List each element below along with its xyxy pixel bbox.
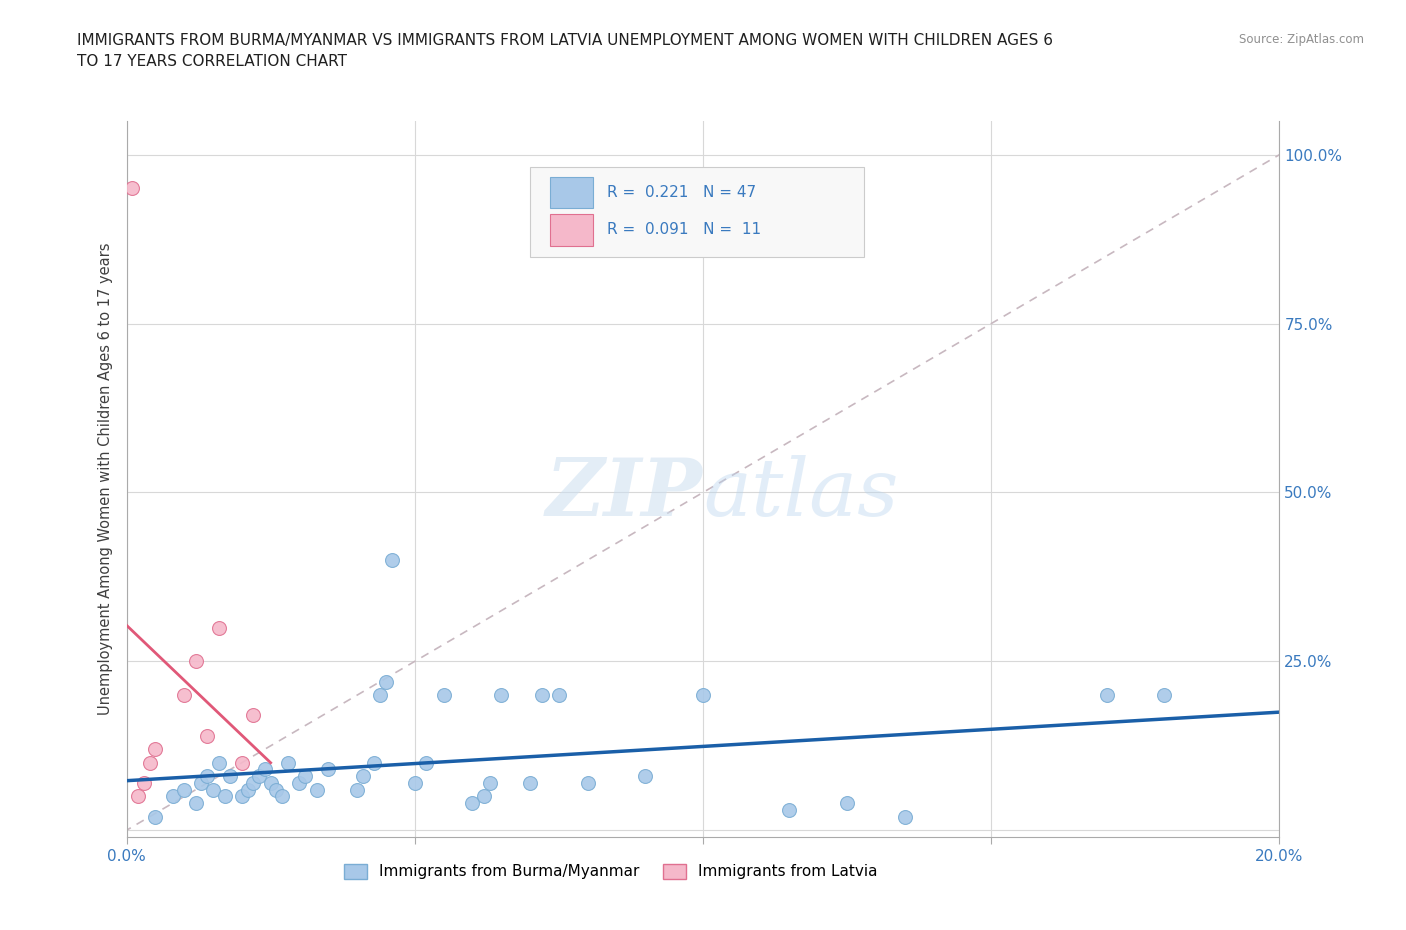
Point [202, 782, 225, 797]
Point [576, 776, 599, 790]
Point [219, 769, 242, 784]
Y-axis label: Unemployment Among Women with Children Ages 6 to 17 years: Unemployment Among Women with Children A… [98, 243, 114, 715]
Point [692, 687, 714, 702]
Point [145, 809, 166, 824]
Point [231, 755, 253, 770]
Point [368, 687, 391, 702]
Point [433, 687, 456, 702]
Point [173, 782, 195, 797]
Point [461, 796, 484, 811]
Point [173, 687, 195, 702]
Point [247, 769, 270, 784]
Point [214, 789, 236, 804]
Point [779, 803, 801, 817]
FancyBboxPatch shape [550, 177, 593, 208]
Point [266, 782, 288, 797]
Point [1153, 687, 1175, 702]
Point [132, 776, 155, 790]
Point [415, 755, 437, 770]
Text: ZIP: ZIP [546, 455, 703, 532]
Point [491, 687, 513, 702]
Point [894, 809, 917, 824]
Point [305, 782, 328, 797]
Text: IMMIGRANTS FROM BURMA/MYANMAR VS IMMIGRANTS FROM LATVIA UNEMPLOYMENT AMONG WOMEN: IMMIGRANTS FROM BURMA/MYANMAR VS IMMIGRA… [77, 33, 1053, 69]
Point [634, 769, 657, 784]
Point [478, 776, 501, 790]
Point [236, 782, 259, 797]
Point [242, 776, 264, 790]
Text: R =  0.221   N = 47: R = 0.221 N = 47 [607, 185, 756, 200]
Point [548, 687, 571, 702]
Point [352, 769, 374, 784]
Point [195, 769, 218, 784]
Text: R =  0.091   N =  11: R = 0.091 N = 11 [607, 222, 762, 237]
Point [294, 769, 316, 784]
Point [259, 776, 281, 790]
Point [195, 728, 218, 743]
Point [530, 687, 553, 702]
Text: atlas: atlas [703, 455, 898, 532]
Point [346, 782, 368, 797]
Point [208, 755, 231, 770]
Point [288, 776, 311, 790]
Point [145, 742, 166, 757]
Point [374, 674, 398, 689]
Point [242, 708, 264, 723]
Point [162, 789, 184, 804]
Text: Source: ZipAtlas.com: Source: ZipAtlas.com [1239, 33, 1364, 46]
Point [519, 776, 541, 790]
Point [363, 755, 385, 770]
Point [1095, 687, 1118, 702]
Point [138, 755, 160, 770]
Point [318, 762, 340, 777]
Point [835, 796, 858, 811]
Point [271, 789, 294, 804]
Legend: Immigrants from Burma/Myanmar, Immigrants from Latvia: Immigrants from Burma/Myanmar, Immigrant… [344, 864, 877, 880]
Point [381, 552, 404, 567]
Point [190, 776, 212, 790]
Point [404, 776, 426, 790]
Point [208, 620, 231, 635]
FancyBboxPatch shape [530, 167, 865, 257]
Point [231, 789, 253, 804]
Point [184, 796, 207, 811]
Point [184, 654, 207, 669]
FancyBboxPatch shape [550, 214, 593, 246]
Point [472, 789, 495, 804]
Point [253, 762, 276, 777]
Point [121, 181, 143, 196]
Point [277, 755, 299, 770]
Point [127, 789, 149, 804]
